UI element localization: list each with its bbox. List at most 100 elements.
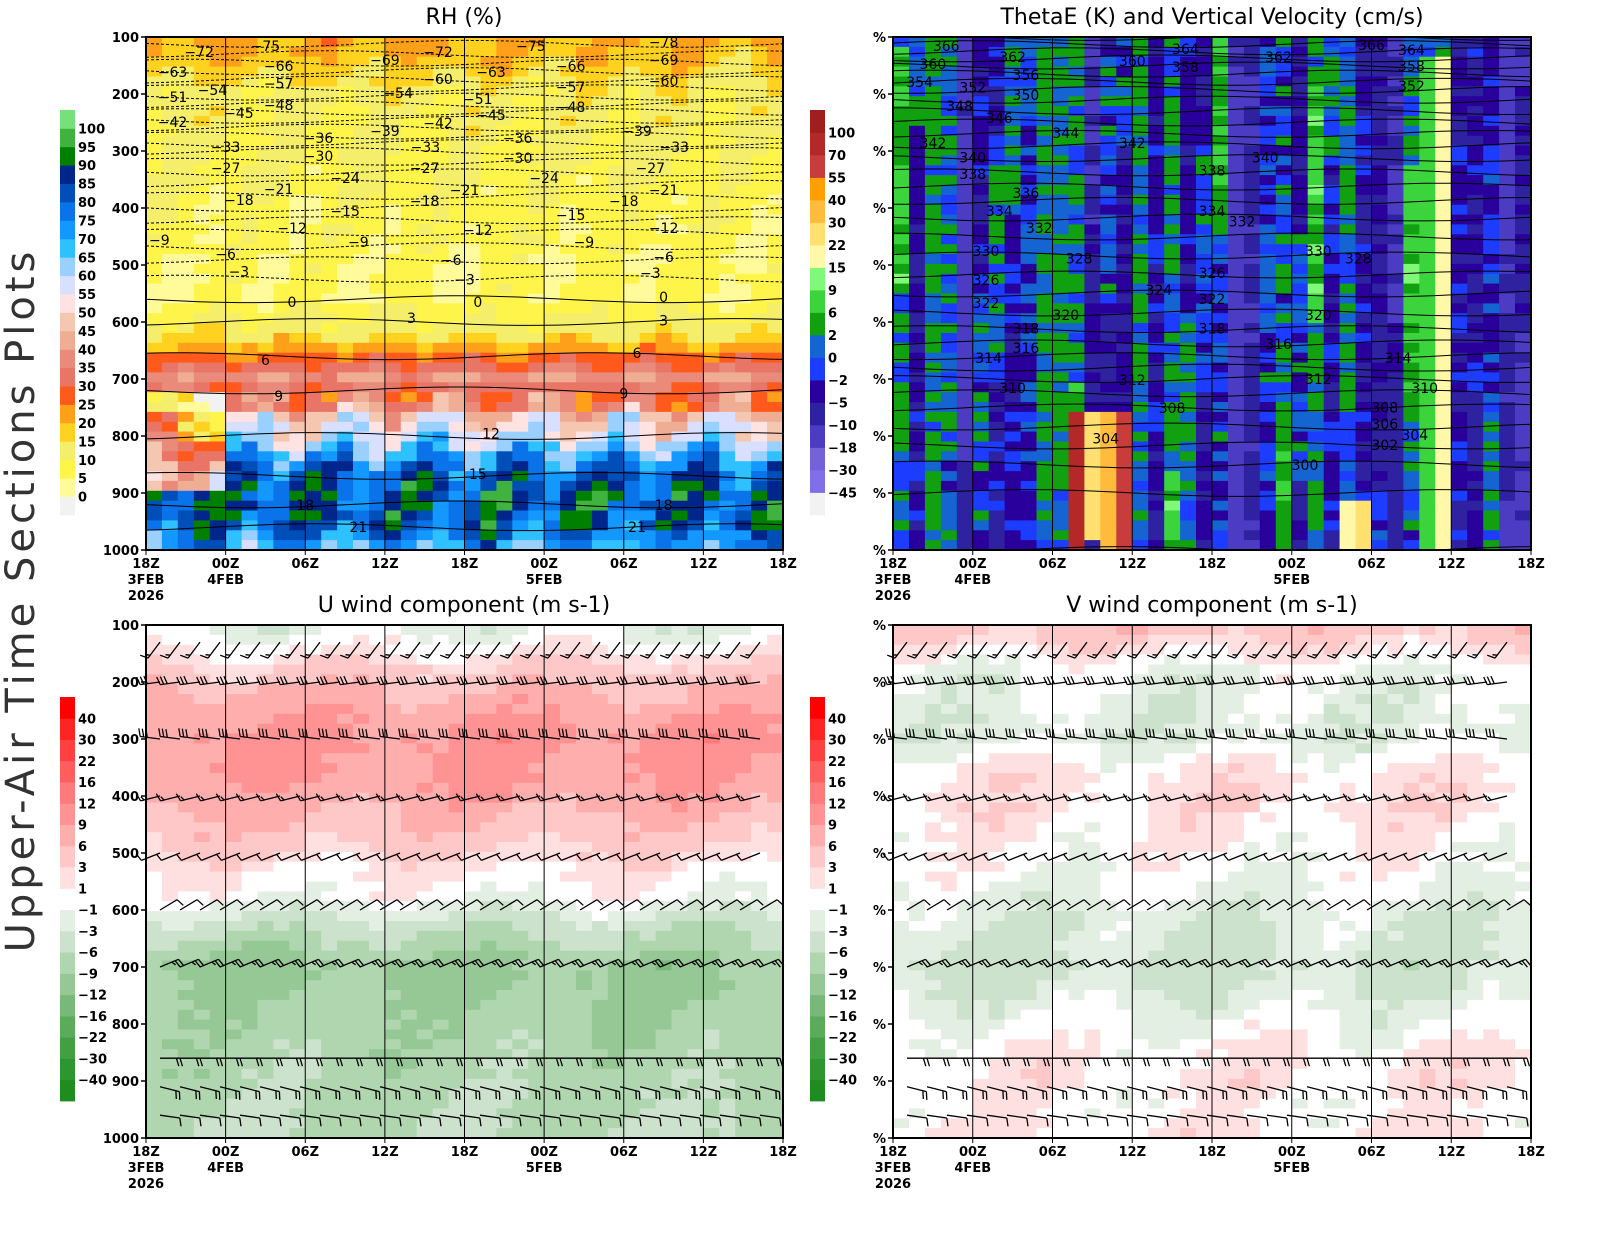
field-cell	[924, 471, 942, 482]
field-cell	[1196, 185, 1213, 196]
field-cell	[1148, 402, 1165, 413]
field-cell	[209, 703, 227, 715]
field-cell	[1403, 46, 1420, 58]
field-cell	[1132, 382, 1149, 393]
colorbar-swatch	[60, 386, 75, 405]
field-cell	[1403, 283, 1420, 295]
field-cell	[1004, 115, 1022, 127]
field-cell	[1259, 431, 1277, 443]
field-cell	[1228, 303, 1245, 314]
field-cell	[146, 66, 163, 78]
field-cell	[544, 115, 561, 127]
field-cell	[177, 1049, 195, 1060]
field-cell	[1355, 244, 1373, 255]
field-cell	[161, 471, 179, 482]
field-cell	[528, 46, 545, 58]
field-cell	[1291, 362, 1309, 374]
field-cell	[177, 342, 195, 354]
field-cell	[464, 441, 481, 452]
field-cell	[464, 56, 481, 68]
field-cell	[1132, 461, 1149, 472]
field-cell	[146, 921, 163, 932]
field-cell	[1339, 66, 1357, 78]
field-cell	[1036, 66, 1054, 78]
field-cell	[337, 392, 354, 403]
field-cell	[988, 500, 1006, 512]
field-cell	[241, 842, 259, 853]
field-cell	[560, 451, 577, 462]
field-cell	[1419, 480, 1436, 492]
field-cell	[639, 106, 657, 117]
field-cell	[1212, 283, 1229, 295]
field-cell	[972, 273, 990, 285]
field-cell	[305, 273, 322, 285]
field-cell	[1451, 471, 1468, 482]
field-cell	[432, 155, 450, 166]
field-cell	[687, 490, 704, 502]
field-cell	[448, 204, 466, 216]
field-cell	[1243, 500, 1261, 512]
field-cell	[400, 46, 418, 58]
field-cell	[1116, 500, 1133, 512]
field-cell	[161, 86, 179, 97]
field-cell	[1228, 342, 1245, 354]
contour-label: 332	[1229, 214, 1256, 230]
field-cell	[1116, 254, 1133, 265]
field-cell	[893, 86, 910, 97]
field-cell	[1116, 480, 1133, 492]
field-cell	[161, 342, 179, 354]
field-cell	[719, 451, 736, 462]
field-cell	[146, 664, 163, 675]
field-cell	[639, 204, 657, 216]
field-cell	[161, 921, 179, 932]
field-cell	[655, 224, 673, 235]
field-cell	[1275, 175, 1293, 186]
field-cell	[273, 753, 290, 764]
field-cell	[369, 66, 386, 78]
field-cell	[576, 135, 593, 147]
field-cell	[751, 155, 768, 166]
field-cell	[1259, 115, 1277, 127]
field-cell	[1196, 342, 1213, 354]
field-cell	[480, 461, 497, 472]
field-cell	[273, 165, 290, 176]
field-cell	[1307, 56, 1325, 68]
field-cell	[956, 402, 974, 413]
field-cell	[1355, 125, 1373, 137]
field-cell	[432, 471, 450, 482]
field-cell	[560, 46, 577, 58]
field-cell	[1371, 224, 1389, 235]
field-cell	[1100, 471, 1117, 482]
contour-line	[145, 168, 784, 177]
field-cell	[1339, 480, 1357, 492]
field-cell	[353, 520, 370, 531]
field-cell	[751, 323, 768, 334]
field-cell	[607, 234, 625, 245]
field-cell	[687, 115, 704, 127]
field-cell	[1435, 392, 1452, 403]
field-cell	[1291, 333, 1309, 344]
field-cell	[480, 46, 497, 58]
field-cell	[273, 763, 290, 774]
field-cell	[1180, 185, 1197, 196]
field-cell	[607, 175, 625, 186]
field-cell	[1116, 303, 1133, 314]
field-cell	[448, 46, 466, 58]
field-cell	[1291, 451, 1309, 462]
contour-label: −18	[410, 194, 440, 210]
field-cell	[321, 540, 338, 551]
field-cell	[1291, 135, 1309, 147]
field-cell	[1212, 106, 1229, 117]
field-cell	[1004, 46, 1022, 58]
field-cell	[146, 540, 163, 551]
field-cell	[321, 96, 338, 107]
field-cell	[1371, 480, 1389, 492]
field-cell	[289, 520, 306, 531]
field-cell	[1052, 451, 1070, 462]
field-cell	[241, 1108, 259, 1119]
field-cell	[1100, 46, 1117, 58]
field-cell	[1467, 342, 1484, 354]
field-cell	[1355, 145, 1373, 156]
field-cell	[576, 421, 593, 433]
field-cell	[432, 342, 450, 354]
